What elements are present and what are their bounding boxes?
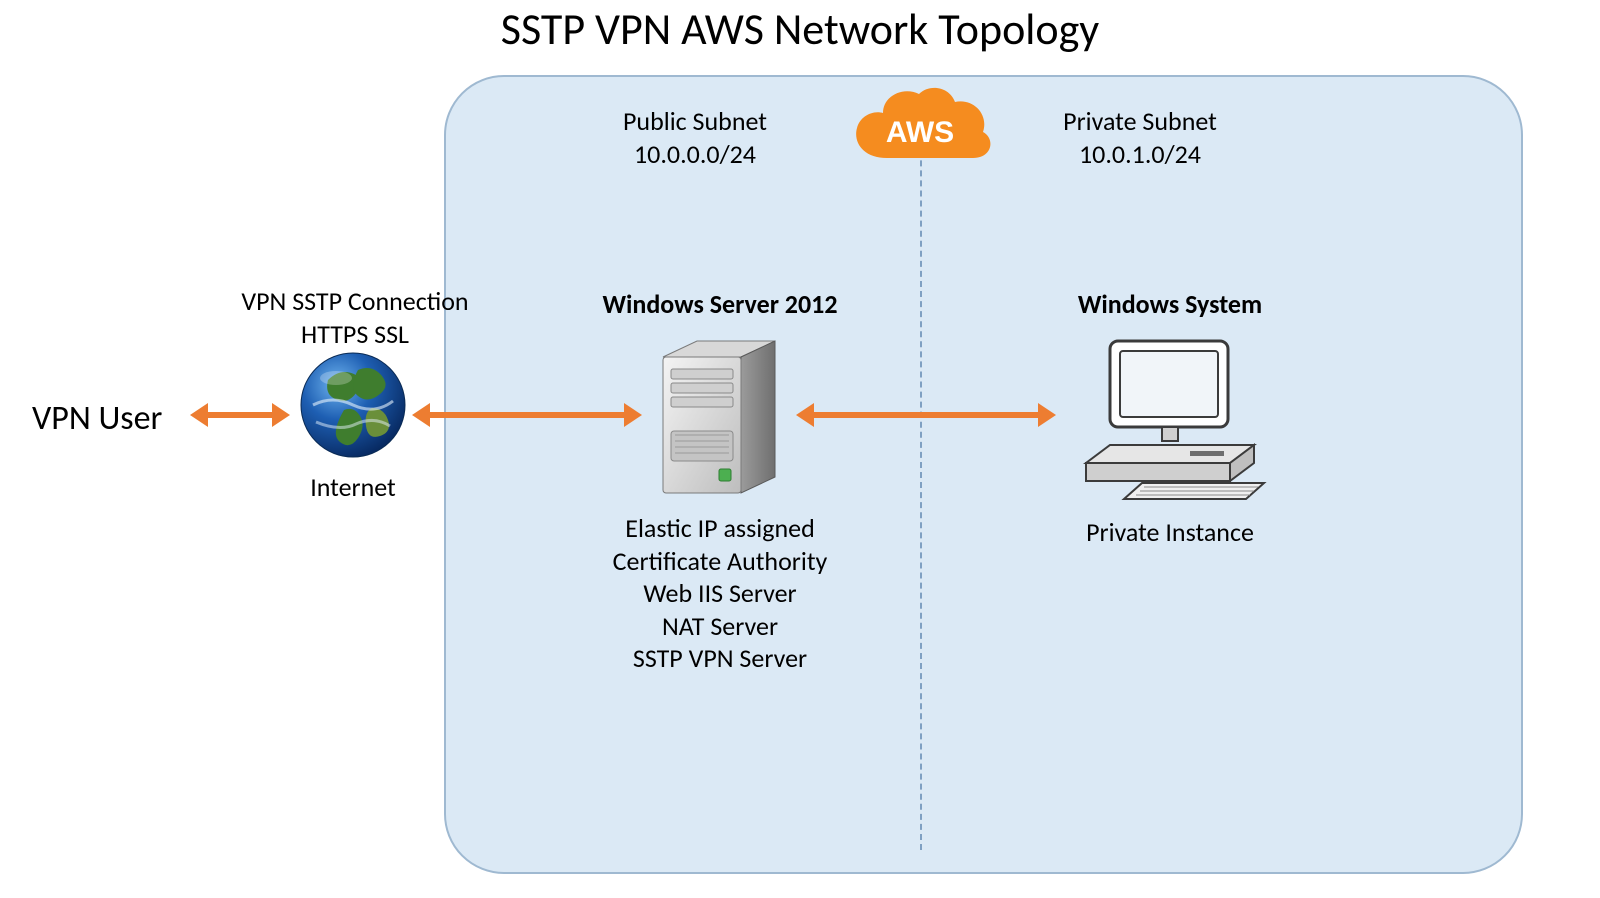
connection-label-line1: VPN SSTP Connection bbox=[241, 285, 468, 317]
computer-icon bbox=[1070, 335, 1270, 505]
diagram-title: SSTP VPN AWS Network Topology bbox=[0, 2, 1600, 56]
private-subnet-label: Private Subnet 10.0.1.0/24 bbox=[1000, 105, 1280, 170]
vpn-user-label: VPN User bbox=[32, 398, 162, 439]
public-subnet-label: Public Subnet 10.0.0.0/24 bbox=[555, 105, 835, 170]
server-details: Elastic IP assigned Certificate Authorit… bbox=[540, 512, 900, 675]
server-line-2: Certificate Authority bbox=[613, 545, 828, 577]
internet-node: Internet bbox=[298, 350, 408, 503]
private-subnet-cidr: 10.0.1.0/24 bbox=[1079, 138, 1201, 170]
server-line-1: Elastic IP assigned bbox=[625, 512, 814, 544]
public-subnet-cidr: 10.0.0.0/24 bbox=[634, 138, 756, 170]
server-line-5: SSTP VPN Server bbox=[633, 642, 807, 674]
server-title: Windows Server 2012 bbox=[540, 288, 900, 321]
pc-caption: Private Instance bbox=[1070, 516, 1270, 548]
pc-title: Windows System bbox=[1000, 288, 1340, 321]
globe-icon bbox=[298, 350, 408, 460]
aws-text: AWS bbox=[886, 116, 954, 149]
server-line-4: NAT Server bbox=[662, 610, 778, 642]
connection-label-line2: HTTPS SSL bbox=[301, 318, 409, 350]
internet-caption: Internet bbox=[298, 471, 408, 503]
pc-node: Private Instance bbox=[1070, 335, 1270, 548]
server-node bbox=[645, 335, 795, 505]
server-icon bbox=[645, 335, 795, 500]
connection-label: VPN SSTP Connection HTTPS SSL bbox=[210, 285, 500, 350]
aws-vpc-box bbox=[444, 75, 1523, 874]
public-subnet-name: Public Subnet bbox=[623, 105, 767, 137]
aws-cloud-icon: AWS bbox=[845, 80, 995, 185]
diagram-canvas: SSTP VPN AWS Network Topology AWS Public… bbox=[0, 0, 1600, 898]
private-subnet-name: Private Subnet bbox=[1063, 105, 1217, 137]
subnet-divider bbox=[920, 100, 922, 850]
server-line-3: Web IIS Server bbox=[643, 577, 796, 609]
